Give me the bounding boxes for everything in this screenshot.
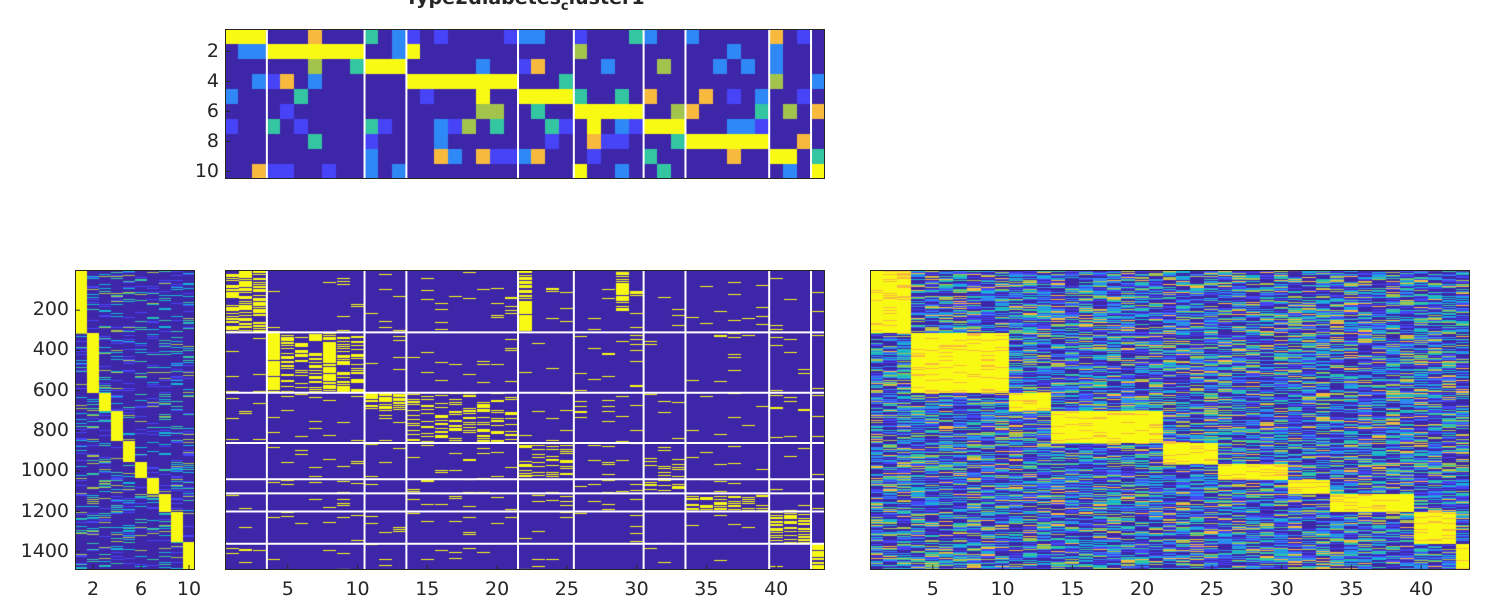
y-tick-label: 8 [206,129,219,152]
x-tick-label: 15 [415,578,440,600]
x-tick-label: 6 [134,578,148,600]
x-tick-label: 25 [554,578,579,600]
axes-frame [75,270,195,570]
y-tick-label: 2 [206,39,219,62]
y-tick-label: 1000 [20,459,69,482]
middle-heatmap-cells [225,270,825,570]
x-tick-label: 10 [990,578,1015,600]
y-tick-label: 4 [206,69,219,92]
top-heatmap-cells [225,29,825,179]
left-heatmap-cells [75,270,195,570]
middle-heatmap [225,270,825,570]
x-tick-label: 15 [1060,578,1085,600]
x-tick-label: 2 [86,578,100,600]
x-tick-label: 20 [484,578,510,600]
left-heatmap [75,270,195,570]
y-tick-label: 800 [32,418,69,441]
y-tick-label: 10 [194,159,219,182]
left-heatmap-overlay [75,270,195,570]
right-heatmap-overlay [870,270,1470,570]
x-tick-label: 5 [281,578,294,600]
y-tick-label: 1400 [20,539,69,562]
axes-frame [225,270,825,570]
x-tick-label: 35 [1339,578,1364,600]
x-tick-label: 40 [764,578,789,600]
middle-heatmap-overlay [225,270,825,570]
x-tick-label: 30 [624,578,649,600]
right-heatmap [870,270,1470,570]
x-tick-label: 25 [1199,578,1224,600]
axes-frame [870,270,1470,570]
x-tick-label: 35 [694,578,719,600]
y-tick-label: 200 [32,298,69,321]
x-tick-label: 10 [345,578,370,600]
chart-title: Type2diabetescluster1 [405,0,644,14]
axes-frame [225,29,825,179]
x-tick-label: 10 [176,578,202,600]
y-tick-label: 400 [32,338,69,361]
top-heatmap-overlay [225,29,825,179]
top-heatmap [225,29,825,179]
y-tick-label: 6 [206,99,219,122]
x-tick-label: 20 [1129,578,1155,600]
x-tick-label: 5 [926,578,939,600]
right-heatmap-cells [870,270,1470,570]
x-tick-label: 40 [1409,578,1434,600]
y-tick-label: 600 [32,378,69,401]
y-tick-label: 1200 [20,499,69,522]
x-tick-label: 30 [1269,578,1294,600]
